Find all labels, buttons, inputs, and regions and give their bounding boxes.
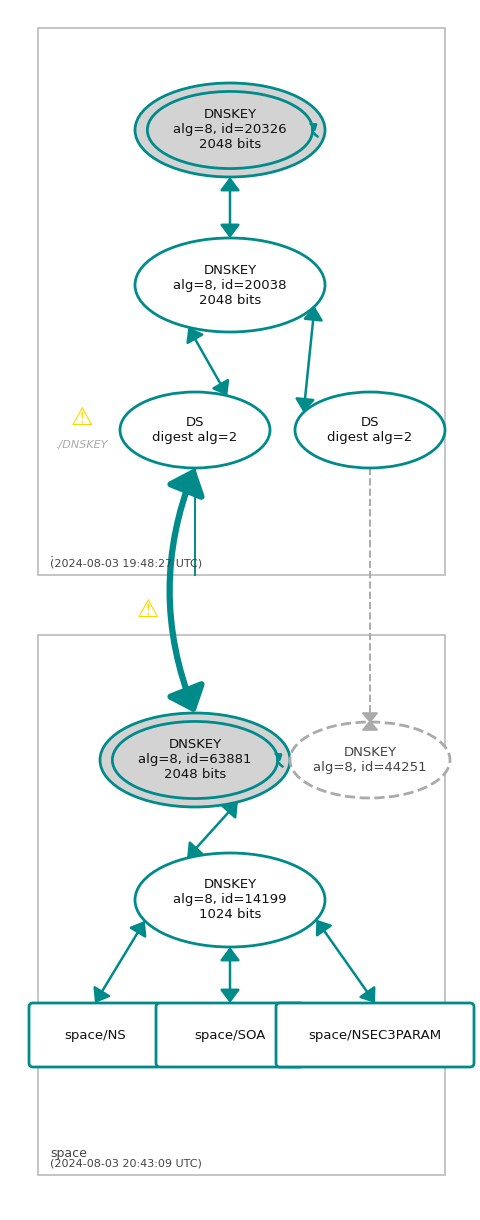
Text: (2024-08-03 20:43:09 UTC): (2024-08-03 20:43:09 UTC) <box>50 1159 202 1169</box>
Text: (2024-08-03 19:48:27 UTC): (2024-08-03 19:48:27 UTC) <box>50 559 202 569</box>
FancyArrowPatch shape <box>222 179 239 235</box>
Text: space: space <box>50 1147 87 1160</box>
Text: DNSKEY
alg=8, id=20326
2048 bits: DNSKEY alg=8, id=20326 2048 bits <box>173 109 287 151</box>
FancyBboxPatch shape <box>276 1003 474 1068</box>
FancyBboxPatch shape <box>156 1003 304 1068</box>
Ellipse shape <box>295 392 445 468</box>
FancyArrowPatch shape <box>95 922 145 1002</box>
Text: DNSKEY
alg=8, id=20038
2048 bits: DNSKEY alg=8, id=20038 2048 bits <box>173 264 287 306</box>
FancyArrowPatch shape <box>169 472 202 709</box>
FancyArrowPatch shape <box>222 949 239 1000</box>
FancyArrowPatch shape <box>188 329 228 394</box>
Ellipse shape <box>135 853 325 947</box>
FancyArrowPatch shape <box>317 921 374 1002</box>
Text: space/SOA: space/SOA <box>194 1028 266 1042</box>
Text: ⚠: ⚠ <box>71 406 93 429</box>
Text: DNSKEY
alg=8, id=63881
2048 bits: DNSKEY alg=8, id=63881 2048 bits <box>138 738 252 782</box>
Text: DS
digest alg=2: DS digest alg=2 <box>152 416 238 444</box>
Text: ./DNSKEY: ./DNSKEY <box>56 440 108 450</box>
Text: ⚠: ⚠ <box>137 598 159 622</box>
Text: DS
digest alg=2: DS digest alg=2 <box>327 416 413 444</box>
FancyArrowPatch shape <box>363 714 377 730</box>
Ellipse shape <box>135 83 325 177</box>
Ellipse shape <box>290 722 450 798</box>
Text: DNSKEY
alg=8, id=44251: DNSKEY alg=8, id=44251 <box>313 745 427 773</box>
Bar <box>38 28 445 575</box>
FancyArrowPatch shape <box>297 309 322 410</box>
Text: .: . <box>50 547 54 560</box>
FancyArrowPatch shape <box>189 804 237 856</box>
Text: DNSKEY
alg=8, id=14199
1024 bits: DNSKEY alg=8, id=14199 1024 bits <box>173 878 287 921</box>
Ellipse shape <box>100 712 290 806</box>
FancyBboxPatch shape <box>29 1003 161 1068</box>
Ellipse shape <box>120 392 270 468</box>
Ellipse shape <box>135 238 325 332</box>
Text: space/NSEC3PARAM: space/NSEC3PARAM <box>309 1028 442 1042</box>
Text: space/NS: space/NS <box>64 1028 126 1042</box>
Bar <box>38 634 445 1175</box>
